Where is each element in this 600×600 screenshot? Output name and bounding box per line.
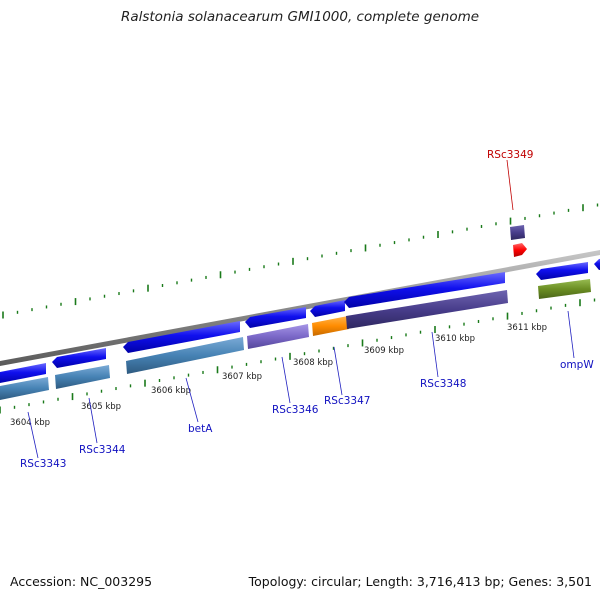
outer-tick-row: [2, 203, 599, 319]
callout-line-rsc3343: [27, 411, 39, 459]
callout-lines: [27, 159, 575, 459]
gene-label-rsc3348[interactable]: RSc3348: [420, 378, 466, 390]
gene-label-rsc3344[interactable]: RSc3344: [79, 444, 126, 456]
cds-row: [0, 279, 591, 400]
genome-summary-text: Topology: circular; Length: 3,716,413 bp…: [248, 574, 592, 589]
genome-track: [0, 203, 600, 414]
gene-arrow-ompw[interactable]: [536, 262, 588, 280]
kbp-label: 3605 kbp: [81, 402, 121, 412]
gene-label-rsc3343[interactable]: RSc3343: [20, 458, 66, 470]
kbp-label: 3606 kbp: [151, 386, 191, 396]
kbp-label: 3609 kbp: [364, 346, 404, 356]
gene-row: [0, 258, 600, 384]
gene-arrow-rsc3344[interactable]: [52, 348, 106, 368]
cds-bar-rsc3348[interactable]: [346, 290, 508, 329]
accession-text: Accession: NC_003295: [10, 574, 153, 589]
gene-arrow-rsc3346[interactable]: [245, 307, 306, 328]
feature-rsc3349[interactable]: [510, 225, 525, 240]
callout-line-beta: [185, 377, 199, 423]
gene-arrow-rsc3348[interactable]: [344, 272, 505, 308]
cds-bar-beta[interactable]: [126, 337, 244, 374]
callout-line-rsc3346: [281, 356, 291, 404]
gene-arrow-rsc3343[interactable]: [0, 363, 46, 384]
callout-line-rsc3348: [431, 331, 439, 378]
cds-bar-ompw[interactable]: [538, 279, 591, 299]
kbp-label: 3610 kbp: [435, 334, 475, 344]
gene-label-beta[interactable]: betA: [188, 423, 213, 435]
gene-arrow-rsc3347[interactable]: [310, 300, 345, 317]
inner-tick-row: [0, 298, 596, 414]
gene-arrow-beta[interactable]: [123, 321, 240, 353]
callout-line-ompw: [567, 310, 575, 359]
kbp-label: 3608 kbp: [293, 358, 333, 368]
rna-arrow-rsc3349[interactable]: [513, 243, 527, 257]
kbp-label: 3607 kbp: [222, 372, 262, 382]
gene-label-rsc3349[interactable]: RSc3349: [487, 149, 533, 161]
kbp-label: 3611 kbp: [507, 323, 547, 333]
callout-line-rsc3347: [333, 346, 343, 396]
gene-arrow-next[interactable]: [594, 258, 600, 270]
gene-label-ompw[interactable]: ompW: [560, 359, 594, 371]
cds-bar-rsc3343[interactable]: [0, 377, 49, 400]
map-title: Ralstonia solanacearum GMI1000, complete…: [120, 9, 480, 25]
gene-label-rsc3346[interactable]: RSc3346: [272, 404, 319, 416]
genome-backbone: [0, 250, 600, 366]
cds-bar-rsc3346[interactable]: [247, 324, 309, 349]
callout-line-rsc3349: [506, 159, 514, 211]
gene-label-row: RSc3343 RSc3344 betA RSc3346 RSc3347 RSc…: [20, 149, 594, 470]
cds-bar-rsc3344[interactable]: [55, 365, 110, 389]
gene-label-rsc3347[interactable]: RSc3347: [324, 395, 370, 407]
callout-line-rsc3344: [88, 397, 98, 444]
cds-bar-rsc3347[interactable]: [312, 316, 349, 336]
